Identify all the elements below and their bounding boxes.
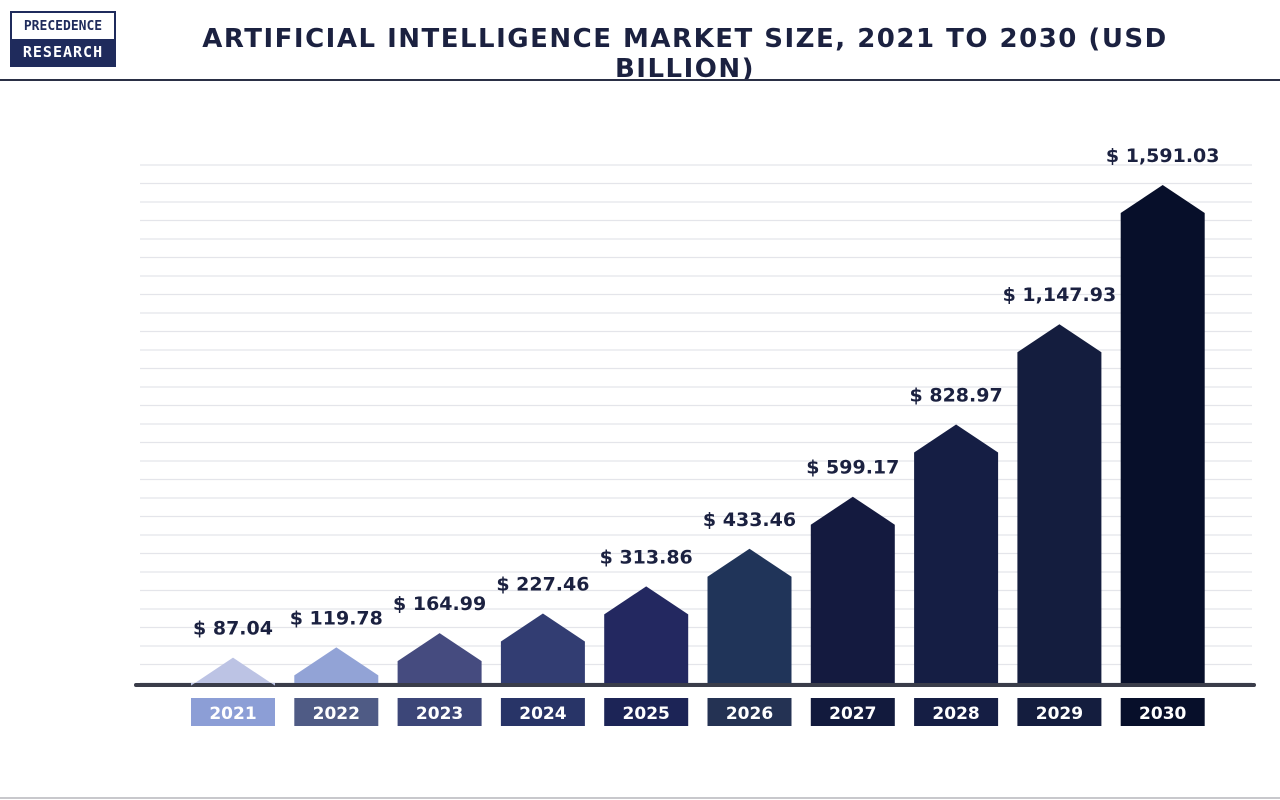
chart-category-labels: 2021 2022 2023 2024 2025 2026 2027 2028 2029 2030: [191, 698, 1205, 726]
category-box-2028: [914, 698, 999, 726]
brand-logo-line1: PRECEDENCE: [23, 18, 103, 34]
chart-bars: [134, 185, 1256, 687]
category-label-2021: 2021: [209, 704, 256, 724]
bar-2024: [500, 613, 585, 683]
brand-logo-line2: RESEARCH: [12, 39, 114, 65]
category-box-2026: [707, 698, 792, 726]
value-label-2027: $ 599.17: [806, 457, 899, 479]
bar-2026: [707, 548, 792, 683]
category-label-2023: 2023: [416, 704, 463, 724]
bar-2023: [397, 633, 482, 683]
chart-value-labels: $ 87.04 $ 119.78 $ 164.99 $ 227.46 $ 313.86 $…: [193, 145, 1219, 640]
category-label-2030: 2030: [1139, 704, 1186, 724]
category-label-2022: 2022: [313, 704, 360, 724]
bar-2025: [604, 586, 689, 683]
category-label-2027: 2027: [829, 704, 876, 724]
value-label-2026: $ 433.46: [703, 509, 796, 531]
category-box-2022: [294, 698, 379, 726]
category-box-2027: [810, 698, 895, 726]
category-box-2024: [500, 698, 585, 726]
category-box-2029: [1017, 698, 1102, 726]
value-label-2030: $ 1,591.03: [1106, 145, 1220, 167]
category-label-2028: 2028: [932, 704, 979, 724]
brand-logo: PRECEDENCE RESEARCH: [10, 11, 116, 67]
category-box-2025: [604, 698, 689, 726]
category-label-2026: 2026: [726, 704, 773, 724]
value-label-2025: $ 313.86: [600, 546, 693, 568]
category-box-2023: [397, 698, 482, 726]
category-label-2025: 2025: [623, 704, 670, 724]
value-label-2022: $ 119.78: [290, 607, 383, 629]
category-label-2029: 2029: [1036, 704, 1083, 724]
header-divider: [0, 79, 1280, 81]
bar-2022: [294, 647, 379, 683]
bar-2030: [1120, 185, 1205, 683]
bar-2021: [191, 657, 275, 686]
bar-2028: [914, 424, 999, 683]
value-label-2029: $ 1,147.93: [1003, 284, 1117, 306]
value-label-2021: $ 87.04: [193, 618, 273, 640]
footer-divider: [0, 797, 1280, 799]
category-box-2030: [1120, 698, 1205, 726]
category-label-2024: 2024: [519, 704, 566, 724]
value-label-2023: $ 164.99: [393, 593, 486, 615]
bar-2029: [1017, 324, 1102, 683]
category-box-2021: [191, 698, 275, 726]
value-label-2028: $ 828.97: [910, 384, 1003, 406]
bar-2027: [810, 496, 895, 683]
value-label-2024: $ 227.46: [496, 574, 589, 596]
